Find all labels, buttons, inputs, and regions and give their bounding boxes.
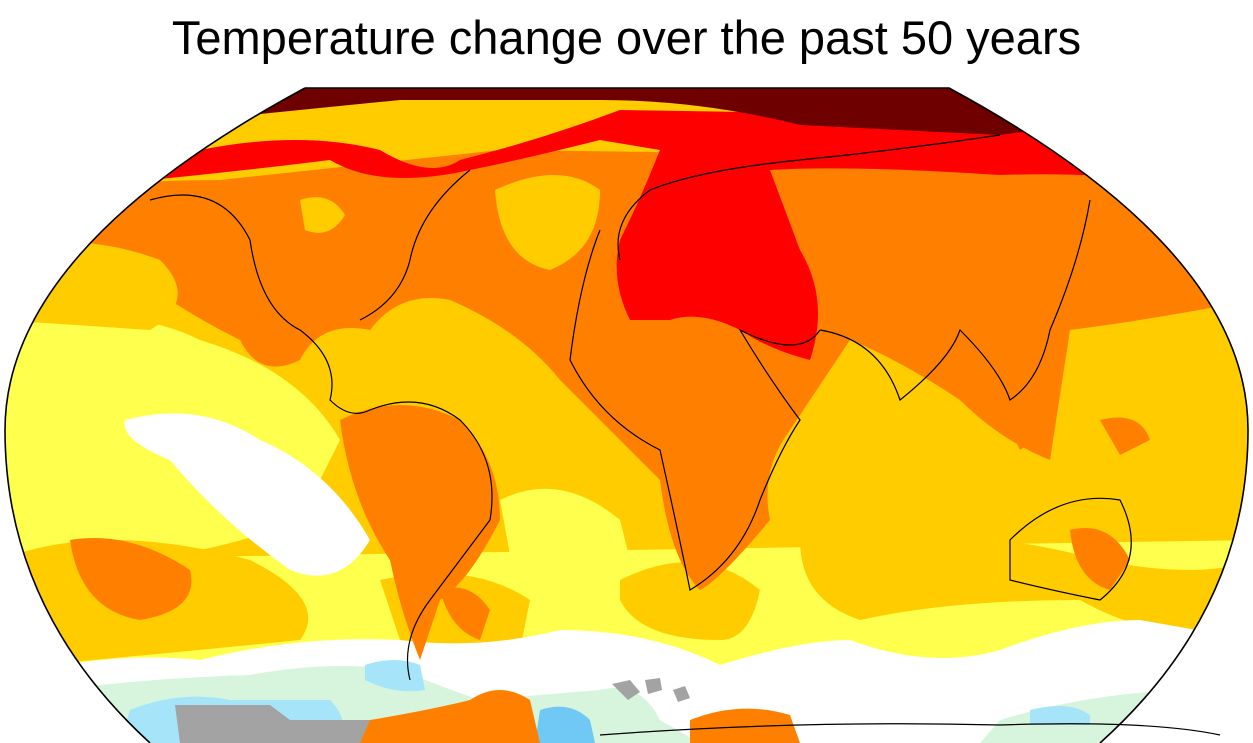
coastlines: [149, 134, 1221, 736]
region-warming: [70, 538, 192, 620]
region-warming: [5, 150, 1248, 590]
region-no-data: [612, 678, 690, 702]
region-cooling: [1030, 706, 1090, 725]
region-strong-cooling: [535, 706, 595, 743]
region-moderate-warming: [620, 562, 760, 640]
region-warming: [360, 690, 540, 743]
region-moderate-warming: [800, 533, 1248, 640]
map-title: Temperature change over the past 50 year…: [171, 11, 1082, 64]
region-warming: [440, 587, 490, 640]
region-no-data: [175, 705, 380, 743]
region-no-change: [124, 413, 370, 576]
map-outline: [4, 87, 1249, 743]
temperature-field: [5, 88, 1248, 743]
region-moderate-warming: [300, 197, 345, 233]
region-moderate-warming: [495, 175, 600, 270]
region-warming: [690, 708, 800, 743]
region-warming: [340, 405, 500, 660]
region-warming: [1070, 528, 1130, 590]
region-strong-warming: [5, 110, 1248, 360]
region-cooling: [365, 660, 425, 692]
region-slight-warming: [500, 488, 640, 610]
region-warming: [1000, 407, 1150, 455]
